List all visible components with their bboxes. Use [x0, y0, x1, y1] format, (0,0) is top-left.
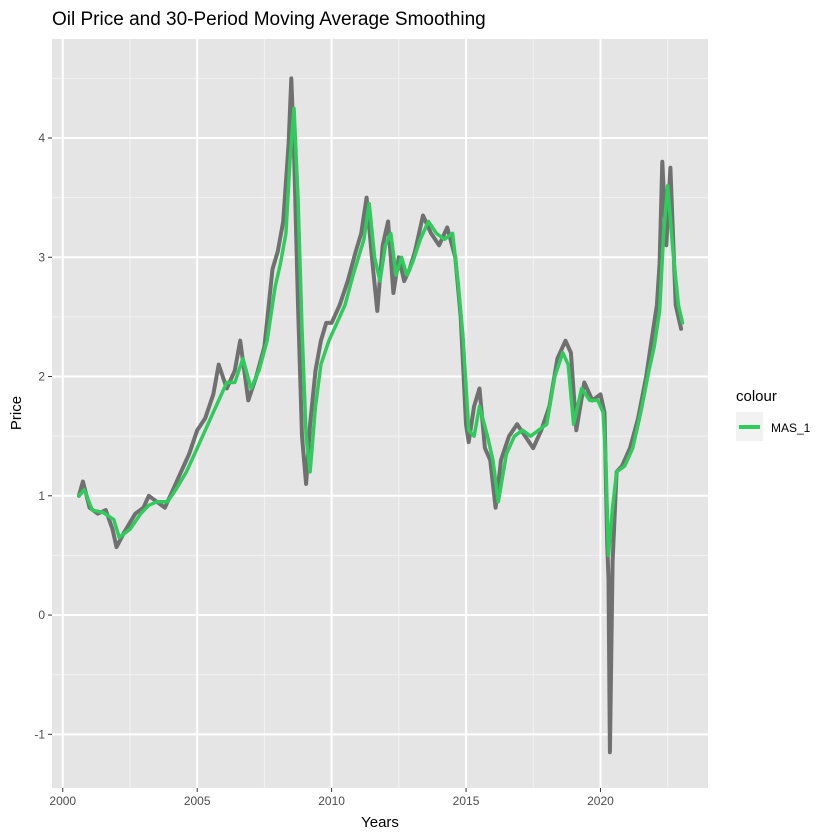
x-tick-label: 2020	[587, 794, 614, 808]
series-line-mas-1	[77, 106, 685, 558]
plot-panel	[52, 39, 708, 788]
legend: colour MAS_1	[736, 388, 811, 441]
legend-label-mas-1: MAS_1	[771, 421, 811, 435]
series-layer	[76, 76, 685, 755]
grid-minor	[52, 39, 708, 788]
x-axis: 2000 2005 2010 2015 2020	[49, 788, 614, 808]
x-axis-title: Years	[361, 814, 399, 831]
x-tick-label: 2015	[453, 794, 480, 808]
x-tick-label: 2005	[184, 794, 211, 808]
y-tick-label: 1	[38, 489, 45, 503]
y-tick-label: 0	[38, 608, 45, 622]
y-tick-label: -1	[34, 727, 45, 741]
chart-title: Oil Price and 30-Period Moving Average S…	[52, 9, 486, 30]
y-axis: -1 0 1 2 3 4	[34, 131, 52, 741]
y-tick-label: 2	[38, 370, 45, 384]
x-tick-label: 2010	[318, 794, 345, 808]
y-axis-title: Price	[8, 396, 25, 430]
x-tick-label: 2000	[49, 794, 76, 808]
y-tick-label: 3	[38, 250, 45, 264]
y-tick-label: 4	[38, 131, 45, 145]
legend-title: colour	[736, 388, 777, 405]
